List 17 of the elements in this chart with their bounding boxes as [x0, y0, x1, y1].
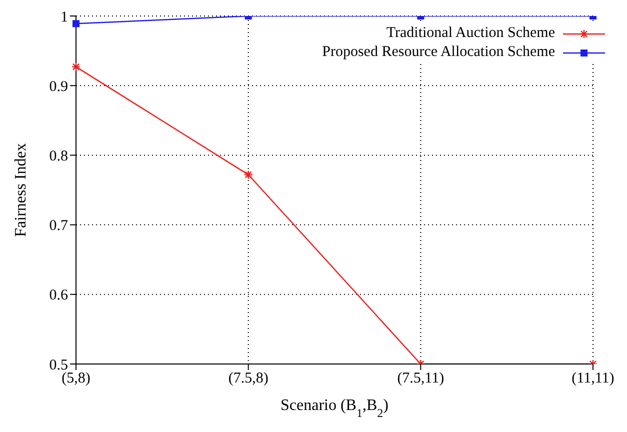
y-axis-title: Fairness Index [12, 143, 30, 237]
legend-label: Proposed Resource Allocation Scheme [322, 43, 555, 62]
y-tick-label: 0.9 [49, 78, 68, 95]
point [71, 62, 81, 72]
point [72, 20, 80, 28]
point [244, 170, 253, 180]
legend-label: Traditional Auction Scheme [386, 24, 555, 43]
y-tick-label: 1 [60, 9, 68, 26]
y-tick-label: 0.7 [49, 218, 68, 234]
x-tick-label: (5,8) [62, 370, 90, 387]
x-tick-label: (7.5,11) [397, 370, 444, 387]
y-tick-label: 0.6 [49, 288, 68, 304]
x-tick-label: (11,11) [572, 370, 614, 387]
x-axis-title: Scenario (B$_{1}$,B$_{2}$) [280, 397, 388, 420]
y-tick-label: 0.5 [49, 357, 68, 374]
y-tick-label: 0.8 [49, 148, 68, 165]
x-tick-label: (7.5,8) [228, 370, 268, 387]
